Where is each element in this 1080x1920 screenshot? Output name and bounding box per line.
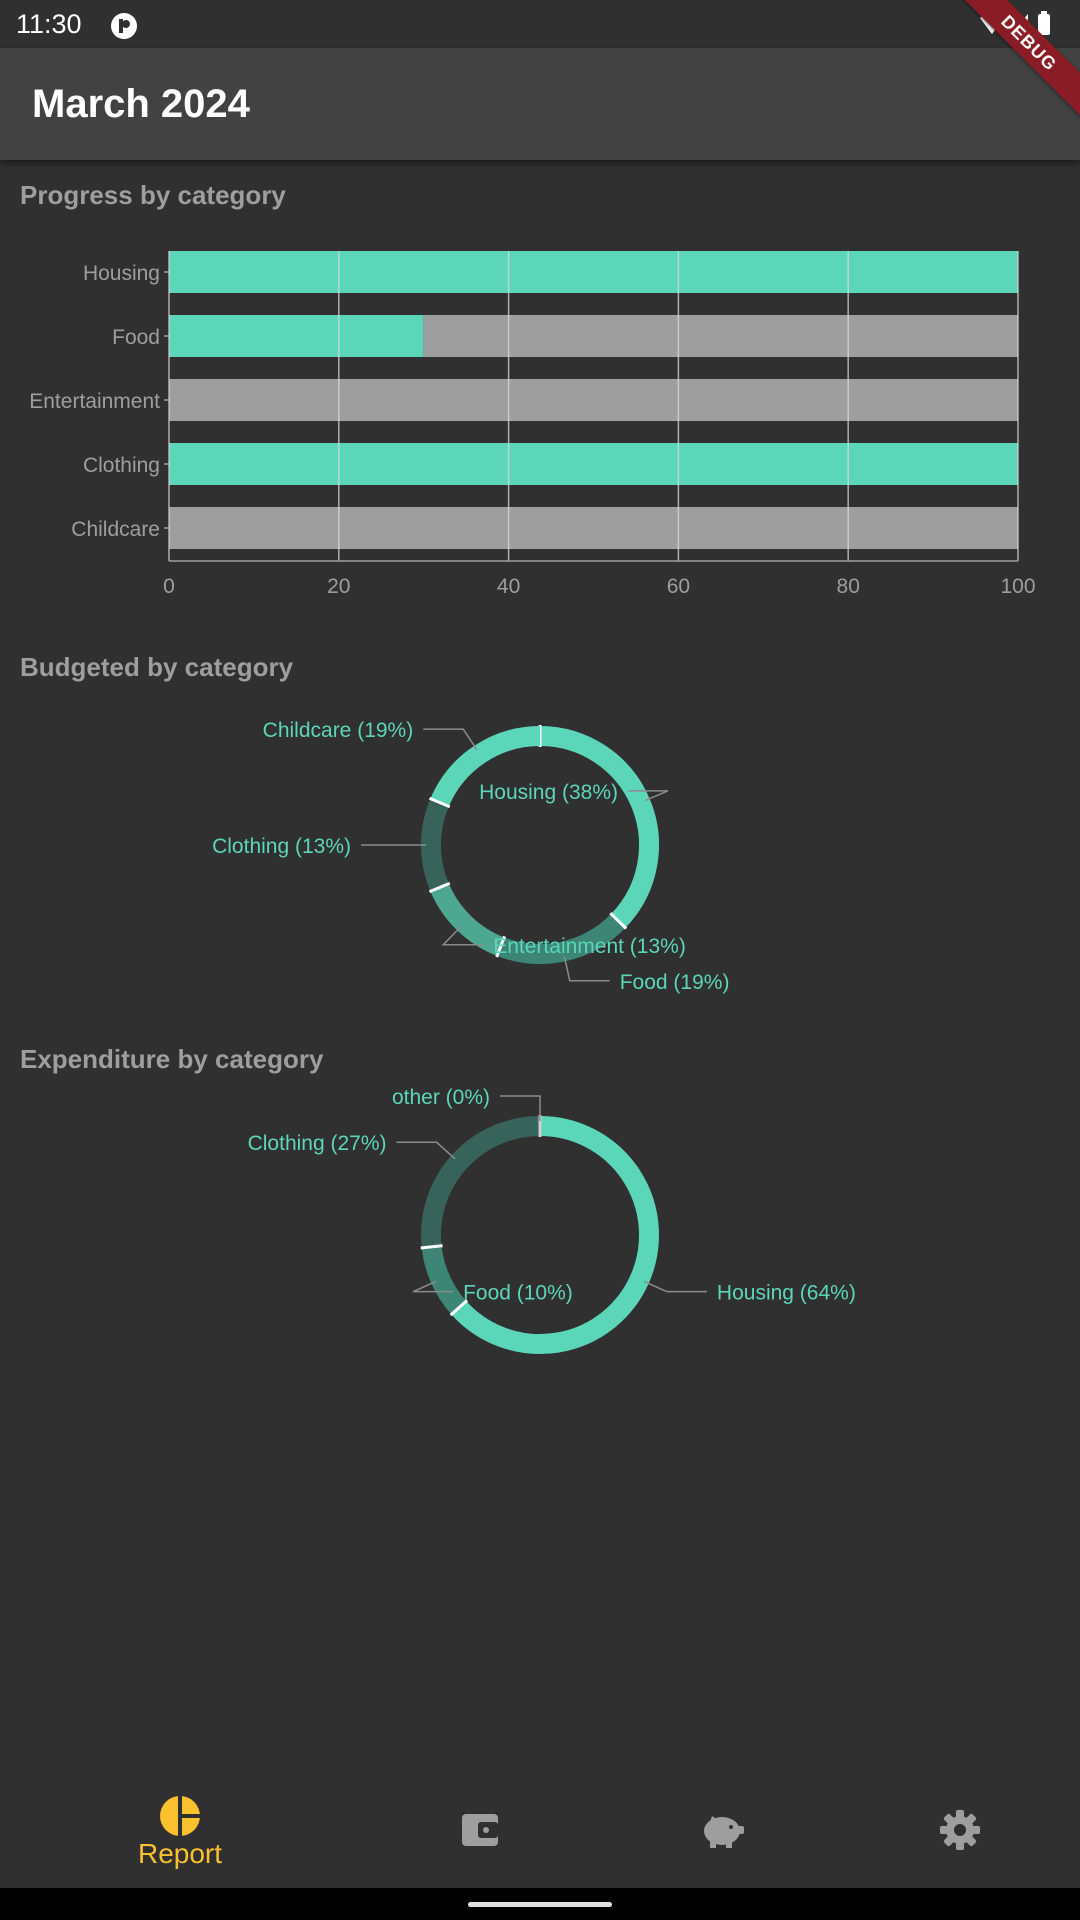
x-tick-label: 100 — [1000, 575, 1035, 598]
gear-icon — [940, 1810, 980, 1850]
slice-label: Housing (64%) — [717, 1282, 856, 1305]
slice-2 — [421, 1116, 541, 1248]
expenditure-section-title: Expenditure by category — [20, 1044, 324, 1074]
nav-label-report: Report — [137, 1838, 223, 1869]
battery-icon — [1038, 11, 1050, 35]
slice-separator — [428, 881, 451, 894]
leader-line — [628, 790, 669, 802]
slice-label: Food (10%) — [463, 1282, 573, 1305]
debug-banner: DEBUG — [930, 0, 1080, 150]
gesture-bar — [0, 1888, 1080, 1920]
bar-childcare-1 — [169, 507, 1018, 549]
slice-4 — [430, 726, 541, 807]
progress-bar-chart: Housing Food Entertainment Clothing Childcar… — [29, 251, 1036, 598]
bar-entertainment-1 — [169, 379, 1018, 421]
nav-item-report[interactable]: Report — [45, 1772, 315, 1888]
y-tick-label: Housing — [83, 262, 160, 285]
debug-label: DEBUG — [951, 0, 1080, 121]
slice-label: Entertainment (13%) — [493, 935, 686, 958]
x-tick-label: 80 — [837, 575, 860, 598]
y-tick-label: Food — [112, 326, 160, 349]
y-tick-label: Clothing — [83, 454, 160, 477]
app-notification-icon — [110, 12, 138, 45]
expenditure-donut-chart: Housing (64%) Food (10%) Clothing (27%)oth… — [248, 1086, 856, 1354]
home-indicator — [468, 1902, 612, 1907]
leader-line — [643, 1280, 707, 1293]
slice-separator — [420, 1244, 443, 1250]
x-tick-label: 20 — [327, 575, 350, 598]
slice-separator — [495, 935, 506, 958]
nav-item-wallet[interactable] — [345, 1772, 615, 1888]
budgeted-donut-chart: Housing (38%) Food (19%) Entertainment (13… — [212, 719, 730, 994]
slice-label: Housing (38%) — [479, 781, 618, 804]
leader-line — [500, 1095, 541, 1121]
page-title: March 2024 — [32, 82, 250, 126]
slice-separator — [428, 796, 451, 809]
status-time: 11:30 — [16, 9, 82, 39]
leader-line — [563, 956, 610, 982]
slice-1 — [497, 913, 626, 964]
status-bar: 11:30 — [0, 0, 1080, 48]
budgeted-section-title: Budgeted by category — [20, 652, 294, 682]
bar-housing-0 — [169, 251, 1018, 293]
nav-item-savings[interactable] — [585, 1772, 855, 1888]
slice-label: Clothing (27%) — [248, 1132, 387, 1155]
piggy-bank-icon — [704, 1816, 744, 1848]
slice-0 — [539, 726, 659, 928]
bottom-navigation: Report — [0, 1772, 1080, 1888]
app-bar: March 2024 — [0, 48, 1080, 160]
slice-label: Clothing (13%) — [212, 835, 351, 858]
slice-label: Food (19%) — [620, 971, 730, 994]
y-tick-label: Childcare — [71, 518, 160, 541]
leader-line — [423, 728, 478, 751]
bar-food-0 — [169, 315, 424, 357]
bar-food-1 — [423, 315, 1018, 357]
leader-line — [412, 1280, 454, 1293]
slice-separator — [609, 912, 628, 930]
slice-0 — [451, 1116, 659, 1354]
pie-chart-icon — [160, 1796, 200, 1836]
slice-separator — [449, 1299, 469, 1317]
bar-clothing-0 — [169, 443, 1018, 485]
leader-line — [396, 1141, 456, 1160]
slice-3 — [421, 798, 449, 892]
wallet-icon — [462, 1814, 498, 1846]
slice-label: other (0%) — [392, 1086, 490, 1109]
slice-1 — [421, 1245, 467, 1315]
slice-label: Childcare (19%) — [263, 719, 414, 742]
x-tick-label: 0 — [163, 575, 175, 598]
progress-section-title: Progress by category — [20, 180, 286, 210]
slice-2 — [430, 883, 505, 956]
x-tick-label: 40 — [497, 575, 520, 598]
leader-line — [441, 926, 484, 946]
y-tick-label: Entertainment — [29, 390, 160, 413]
nav-item-settings[interactable] — [825, 1772, 1080, 1888]
x-tick-label: 60 — [667, 575, 690, 598]
